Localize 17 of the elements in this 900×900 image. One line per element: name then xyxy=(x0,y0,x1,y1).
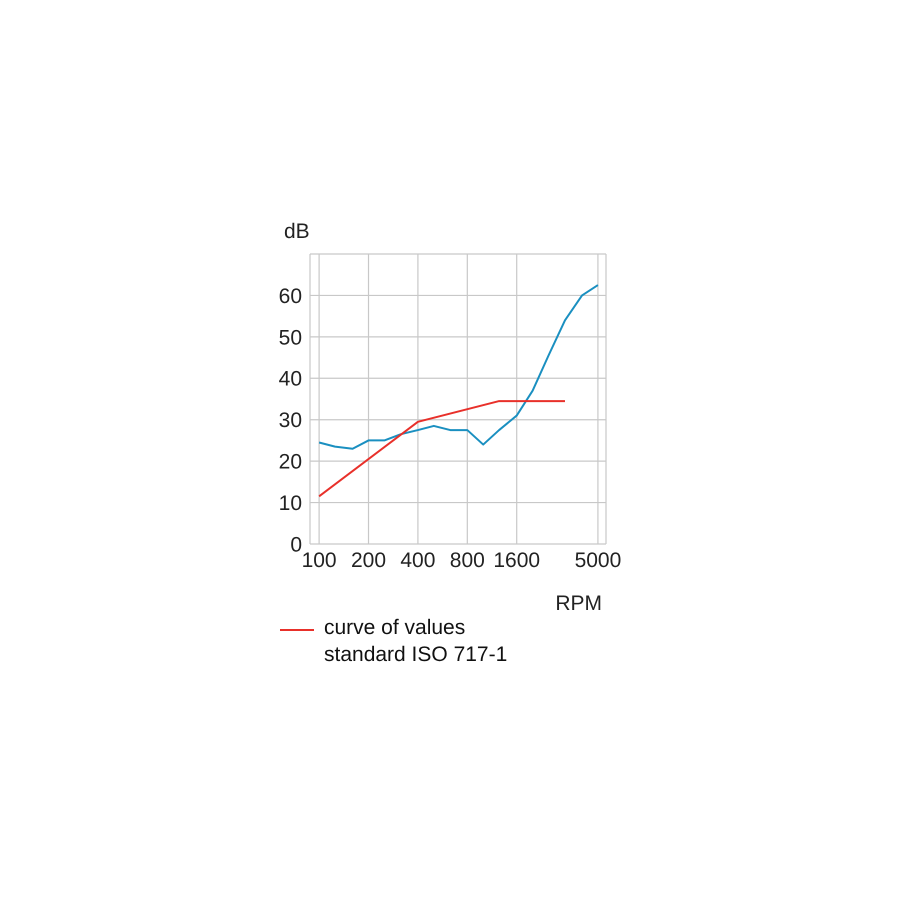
x-tick-label: 400 xyxy=(400,548,436,572)
y-tick-label: 50 xyxy=(278,326,302,350)
x-axis-title: RPM xyxy=(555,592,602,615)
x-tick-label: 800 xyxy=(450,548,485,572)
legend-label: curve of values standard ISO 717-1 xyxy=(324,615,508,668)
y-tick-label: 30 xyxy=(278,409,302,432)
y-tick-label: 60 xyxy=(278,284,302,308)
x-tick-label: 100 xyxy=(302,548,337,572)
y-tick-label: 10 xyxy=(278,492,302,516)
y-tick-label: 40 xyxy=(278,368,302,391)
x-tick-label: 200 xyxy=(350,548,386,572)
x-tick-label: 1600 xyxy=(493,548,540,572)
line-series xyxy=(318,284,599,450)
x-tick-label: 5000 xyxy=(574,548,622,572)
y-tick-label: 20 xyxy=(278,450,302,474)
y-axis-title: dB xyxy=(284,220,311,244)
y-tick-label: 0 xyxy=(290,533,302,556)
